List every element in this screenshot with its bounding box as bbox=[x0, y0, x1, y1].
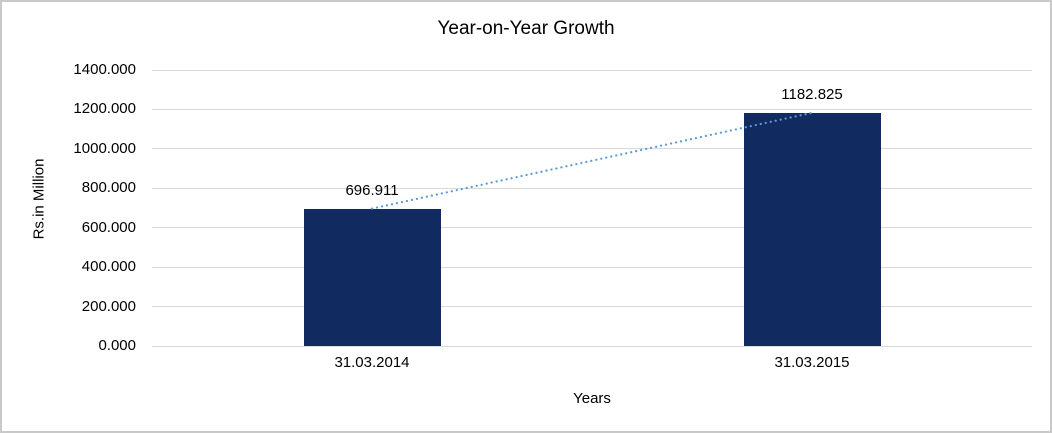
gridline bbox=[152, 148, 1032, 150]
data-label: 1182.825 bbox=[781, 85, 843, 103]
y-tick-label: 200.000 bbox=[81, 297, 136, 315]
trendline bbox=[370, 111, 814, 210]
y-tick-label: 800.000 bbox=[81, 179, 136, 197]
gridline bbox=[152, 345, 1032, 347]
y-tick-label: 1400.000 bbox=[73, 61, 136, 78]
gridline bbox=[152, 306, 1032, 308]
y-tick-label: 400.000 bbox=[81, 258, 136, 276]
y-tick-label: 0.000 bbox=[98, 337, 136, 354]
y-tick-label: 600.000 bbox=[81, 218, 136, 236]
x-tick-label: 31.03.2015 bbox=[774, 354, 850, 371]
x-tick-label: 31.03.2014 bbox=[334, 354, 410, 371]
gridline bbox=[152, 227, 1032, 229]
gridline bbox=[152, 187, 1032, 189]
bar-31.03.2014 bbox=[303, 208, 441, 346]
chart-title: Year-on-Year Growth bbox=[437, 18, 615, 39]
gridline bbox=[152, 69, 1032, 71]
y-axis-tick-labels: 0.000 200.000 400.000 600.000 800.000 1000.00… bbox=[2, 61, 136, 354]
plot-area: 696.911 1182.825 bbox=[152, 69, 1032, 347]
y-tick-label: 1200.000 bbox=[73, 100, 136, 118]
y-tick-label: 1000.000 bbox=[73, 139, 136, 157]
x-axis-tick-labels: 31.03.2014 31.03.2015 bbox=[152, 354, 1032, 374]
gridline bbox=[152, 266, 1032, 268]
gridline bbox=[152, 108, 1032, 110]
x-axis-title: Years bbox=[573, 390, 611, 407]
data-label: 696.911 bbox=[345, 181, 399, 199]
bar-31.03.2015 bbox=[743, 112, 881, 346]
